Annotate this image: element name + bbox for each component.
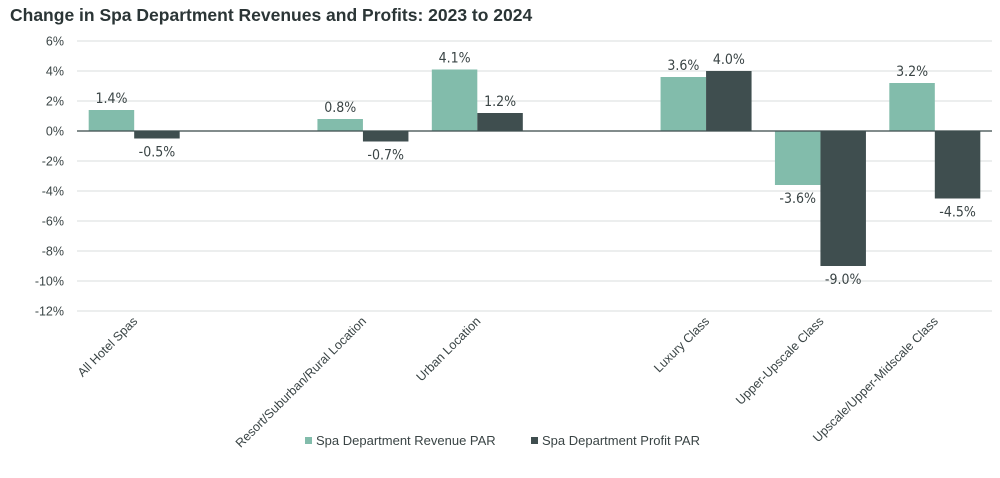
y-tick-label: -10% — [35, 275, 64, 289]
legend-label: Spa Department Profit PAR — [542, 433, 700, 448]
data-label: -0.5% — [139, 145, 176, 161]
data-label: 4.0% — [713, 52, 745, 68]
data-label: 1.2% — [484, 94, 516, 110]
bar-revenue — [88, 110, 135, 131]
data-label: -9.0% — [825, 272, 862, 288]
y-tick-label: -2% — [42, 155, 64, 169]
data-label: 1.4% — [95, 91, 127, 107]
bar-profit — [820, 131, 866, 266]
y-tick-label: -8% — [42, 245, 64, 259]
legend-swatch — [305, 437, 312, 444]
bar-revenue — [889, 83, 935, 131]
data-label: -3.6% — [779, 191, 816, 207]
category-label: Upscale/Upper-Midscale Class — [810, 314, 941, 445]
bar-profit — [934, 131, 981, 199]
data-label: 3.2% — [896, 64, 928, 80]
legend-label: Spa Department Revenue PAR — [316, 433, 496, 448]
data-label: 4.1% — [439, 51, 471, 67]
y-tick-label: -4% — [42, 185, 64, 199]
category-label: Urban Location — [414, 314, 484, 384]
bar-profit — [134, 131, 180, 139]
category-label: Resort/Suburban/Rural Location — [233, 314, 369, 450]
category-label: All Hotel Spas — [75, 314, 140, 379]
bar-profit — [362, 131, 409, 142]
y-tick-label: -6% — [42, 215, 64, 229]
chart-title: Change in Spa Department Revenues and Pr… — [10, 5, 533, 25]
data-label: -4.5% — [939, 205, 976, 221]
y-tick-label: 4% — [46, 65, 64, 79]
bar-revenue — [431, 69, 478, 131]
data-label: -0.7% — [367, 148, 404, 164]
bar-profit — [706, 71, 752, 131]
category-label: Upper-Upscale Class — [733, 314, 826, 407]
bar-revenue — [660, 77, 707, 131]
y-tick-label: 6% — [46, 35, 64, 49]
data-label: 3.6% — [667, 58, 699, 74]
data-label: 0.8% — [324, 100, 356, 116]
bar-profit — [477, 113, 523, 131]
y-tick-label: 0% — [46, 125, 64, 139]
bar-revenue — [317, 119, 363, 131]
bar-revenue — [774, 131, 821, 185]
legend-swatch — [531, 437, 538, 444]
y-tick-label: -12% — [35, 305, 64, 319]
category-label: Luxury Class — [651, 314, 712, 375]
y-tick-label: 2% — [46, 95, 64, 109]
